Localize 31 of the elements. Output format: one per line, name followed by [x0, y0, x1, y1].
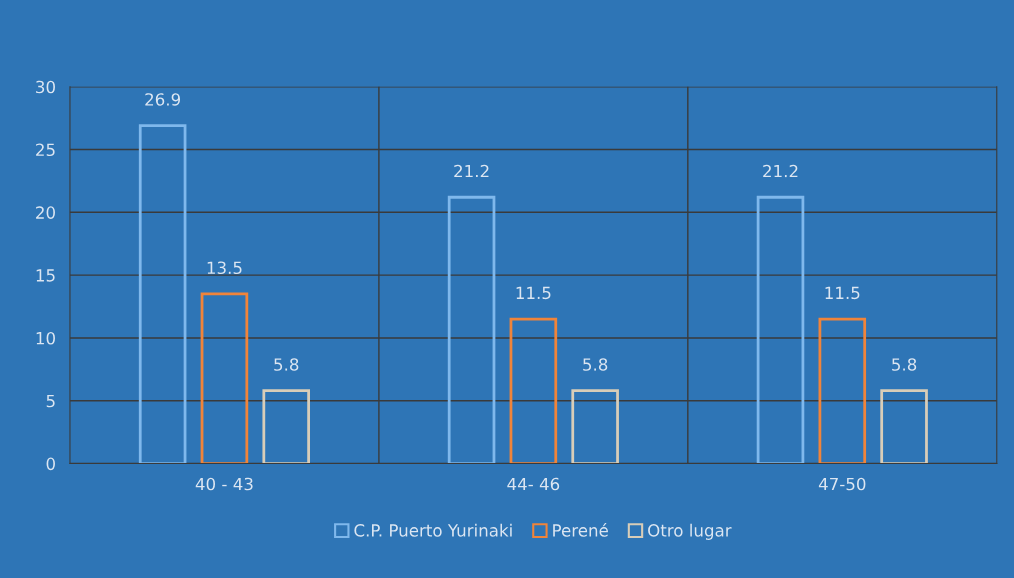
y-tick-label: 25	[36, 143, 55, 157]
data-label: 13.5	[207, 261, 242, 275]
data-label: 5.8	[274, 358, 299, 371]
data-label: 11.5	[516, 286, 551, 300]
y-tick-label: 15	[36, 269, 55, 282]
y-tick-label: 30	[36, 80, 55, 94]
legend-label: Otro lugar	[648, 523, 732, 540]
data-label: 5.8	[583, 358, 608, 371]
x-tick-label: 47-50	[818, 477, 866, 491]
data-label: 21.2	[454, 164, 489, 178]
bar	[509, 317, 558, 464]
bar	[880, 389, 928, 464]
x-tick-label: 44- 46	[507, 477, 560, 491]
data-label: 26.9	[145, 93, 181, 106]
bar	[756, 195, 805, 464]
y-tick-label: 0	[46, 457, 55, 471]
legend-label: C.P. Puerto Yurinaki	[354, 523, 512, 537]
bar	[818, 317, 867, 464]
bar	[262, 389, 311, 464]
data-label: 21.2	[763, 164, 798, 178]
x-tick-label: 40 - 43	[195, 477, 253, 491]
bar	[138, 124, 187, 464]
data-label: 11.5	[825, 286, 860, 300]
legend-label: Perené	[553, 523, 608, 537]
bar	[571, 389, 619, 464]
bar	[200, 292, 249, 464]
bar	[447, 195, 496, 464]
y-tick-label: 20	[36, 206, 55, 219]
y-tick-label: 5	[46, 394, 55, 408]
y-tick-label: 10	[36, 331, 55, 345]
data-label: 5.8	[892, 358, 917, 371]
